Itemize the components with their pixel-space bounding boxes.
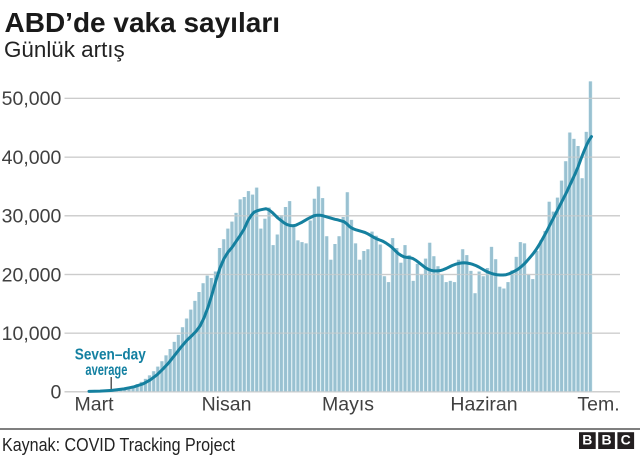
svg-text:B: B	[582, 432, 592, 448]
svg-text:Tem.: Tem.	[577, 394, 619, 416]
svg-text:10,000: 10,000	[2, 323, 62, 345]
svg-text:average: average	[85, 362, 127, 379]
svg-text:Nisan: Nisan	[202, 394, 252, 416]
svg-text:Seven–day: Seven–day	[75, 346, 146, 363]
svg-text:C: C	[621, 432, 631, 448]
svg-text:Mayıs: Mayıs	[322, 394, 374, 416]
svg-text:0: 0	[50, 382, 61, 404]
svg-text:Kaynak: COVID Tracking Project: Kaynak: COVID Tracking Project	[2, 434, 235, 455]
svg-text:Mart: Mart	[75, 394, 115, 416]
svg-text:50,000: 50,000	[2, 88, 62, 110]
svg-text:Günlük artış: Günlük artış	[4, 37, 125, 62]
svg-text:Haziran: Haziran	[450, 394, 517, 416]
svg-text:20,000: 20,000	[2, 264, 62, 286]
svg-text:40,000: 40,000	[2, 147, 62, 169]
svg-text:30,000: 30,000	[2, 206, 62, 228]
svg-text:ABD’de vaka sayıları: ABD’de vaka sayıları	[5, 7, 281, 38]
svg-text:B: B	[601, 432, 611, 448]
